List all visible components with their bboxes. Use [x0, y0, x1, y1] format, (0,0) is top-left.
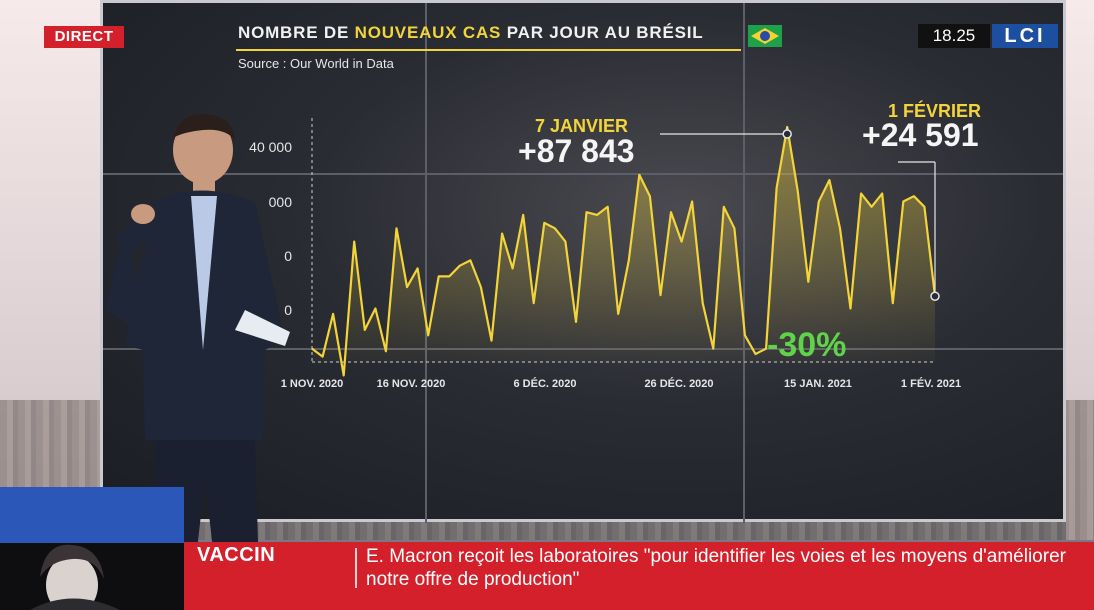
y-tick-label: 40 000 [249, 139, 292, 155]
x-tick-label: 16 NOV. 2020 [376, 378, 446, 390]
last-annotation-value: +24 591 [862, 117, 979, 153]
last-annotation-date: 1 FÉVRIER [888, 101, 982, 121]
broadcast-clock: 18.25 [918, 24, 990, 48]
series-area [312, 127, 935, 376]
y-tick-label: 0 [284, 248, 292, 264]
peak-marker [782, 129, 792, 139]
peak-annotation-date: 7 JANVIER [535, 116, 629, 136]
ticker-category: VACCIN [197, 544, 276, 566]
x-tick-label: 1 NOV. 2020 [280, 378, 344, 390]
brazil-flag-icon [748, 25, 782, 47]
title-underline [236, 49, 741, 51]
peak-annotation-value: +87 843 [518, 133, 635, 169]
last-marker [930, 291, 940, 301]
x-tick-label: 6 DÉC. 2020 [513, 378, 577, 390]
channel-logo: LCI [992, 24, 1058, 48]
y-tick-label: 0 [284, 302, 292, 318]
portrait-thumbnail [0, 543, 184, 610]
chart-source: Source : Our World in Data [238, 56, 394, 71]
chart-title: NOMBRE DE NOUVEAUX CAS PAR JOUR AU BRÉSI… [238, 23, 704, 42]
ticker-separator [355, 548, 357, 588]
x-tick-label: 15 JAN. 2021 [784, 378, 852, 390]
ticker-side-panel [0, 487, 184, 610]
y-tick-label: 000 [268, 194, 292, 210]
change-percentage: -30% [767, 326, 847, 364]
live-badge: DIRECT [44, 26, 124, 48]
x-tick-label: 1 FÉV. 2021 [900, 378, 962, 390]
x-tick-label: 26 DÉC. 2020 [644, 378, 714, 390]
ticker-headline: E. Macron reçoit les laboratoires "pour … [366, 546, 1066, 590]
series-line [311, 125, 937, 377]
